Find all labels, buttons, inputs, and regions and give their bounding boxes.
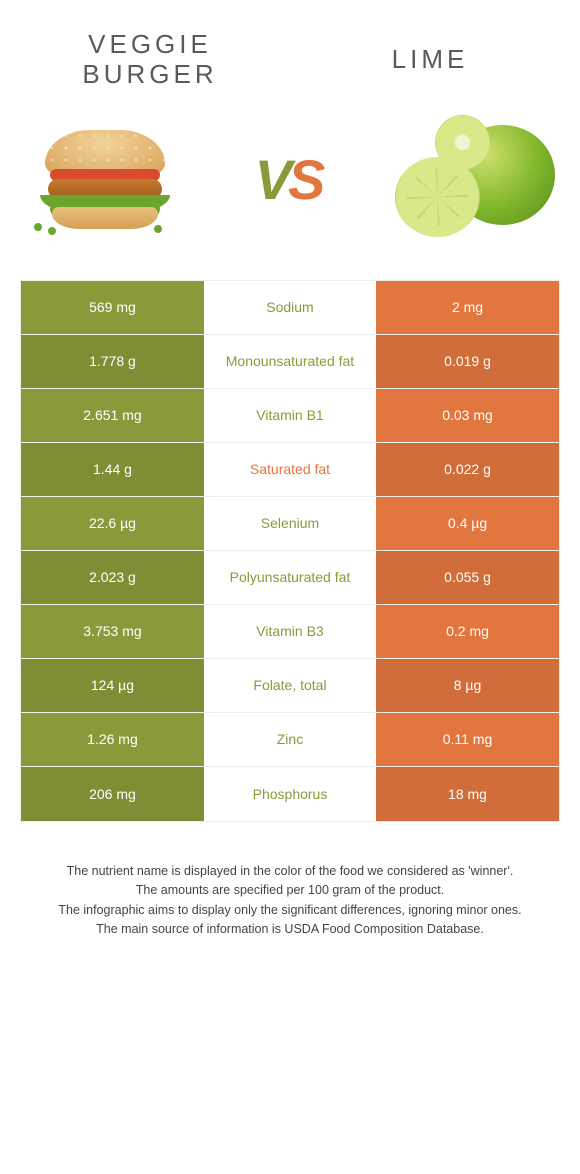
right-value: 0.019 g bbox=[376, 335, 559, 388]
table-row: 1.778 gMonounsaturated fat0.019 g bbox=[21, 335, 559, 389]
left-value: 1.44 g bbox=[21, 443, 204, 496]
left-food-title: VEGGIE BURGER bbox=[50, 30, 250, 90]
vs-s: S bbox=[288, 152, 325, 208]
vs-badge: VS bbox=[255, 152, 326, 208]
vs-v: V bbox=[255, 152, 292, 208]
nutrient-label: Polyunsaturated fat bbox=[204, 551, 376, 604]
footnote-line: The infographic aims to display only the… bbox=[30, 901, 550, 920]
nutrient-label: Sodium bbox=[204, 281, 376, 334]
right-value: 0.4 µg bbox=[376, 497, 559, 550]
table-row: 22.6 µgSelenium0.4 µg bbox=[21, 497, 559, 551]
right-value: 0.03 mg bbox=[376, 389, 559, 442]
left-value: 1.26 mg bbox=[21, 713, 204, 766]
table-row: 3.753 mgVitamin B30.2 mg bbox=[21, 605, 559, 659]
left-value: 22.6 µg bbox=[21, 497, 204, 550]
footnote-line: The main source of information is USDA F… bbox=[30, 920, 550, 939]
images-row: VS bbox=[0, 100, 580, 280]
left-value: 3.753 mg bbox=[21, 605, 204, 658]
right-value: 0.022 g bbox=[376, 443, 559, 496]
right-value: 0.055 g bbox=[376, 551, 559, 604]
nutrient-label: Zinc bbox=[204, 713, 376, 766]
header: VEGGIE BURGER LIME bbox=[0, 0, 580, 100]
nutrient-label: Folate, total bbox=[204, 659, 376, 712]
footnotes: The nutrient name is displayed in the co… bbox=[0, 822, 580, 960]
left-food-image bbox=[20, 110, 190, 250]
table-row: 2.023 gPolyunsaturated fat0.055 g bbox=[21, 551, 559, 605]
table-row: 2.651 mgVitamin B10.03 mg bbox=[21, 389, 559, 443]
right-value: 2 mg bbox=[376, 281, 559, 334]
table-row: 1.26 mgZinc0.11 mg bbox=[21, 713, 559, 767]
right-food-title: LIME bbox=[330, 45, 530, 75]
table-row: 1.44 gSaturated fat0.022 g bbox=[21, 443, 559, 497]
table-row: 206 mgPhosphorus18 mg bbox=[21, 767, 559, 821]
left-value: 2.023 g bbox=[21, 551, 204, 604]
left-value: 124 µg bbox=[21, 659, 204, 712]
nutrient-label: Selenium bbox=[204, 497, 376, 550]
right-value: 8 µg bbox=[376, 659, 559, 712]
left-value: 206 mg bbox=[21, 767, 204, 821]
nutrient-label: Monounsaturated fat bbox=[204, 335, 376, 388]
nutrient-label: Saturated fat bbox=[204, 443, 376, 496]
right-value: 0.11 mg bbox=[376, 713, 559, 766]
footnote-line: The amounts are specified per 100 gram o… bbox=[30, 881, 550, 900]
footnote-line: The nutrient name is displayed in the co… bbox=[30, 862, 550, 881]
nutrient-label: Vitamin B1 bbox=[204, 389, 376, 442]
table-row: 569 mgSodium2 mg bbox=[21, 281, 559, 335]
burger-icon bbox=[30, 125, 180, 235]
nutrient-label: Vitamin B3 bbox=[204, 605, 376, 658]
right-value: 0.2 mg bbox=[376, 605, 559, 658]
left-value: 569 mg bbox=[21, 281, 204, 334]
lime-icon bbox=[390, 115, 560, 245]
right-value: 18 mg bbox=[376, 767, 559, 821]
right-food-image bbox=[390, 110, 560, 250]
left-value: 2.651 mg bbox=[21, 389, 204, 442]
nutrient-label: Phosphorus bbox=[204, 767, 376, 821]
nutrient-table: 569 mgSodium2 mg1.778 gMonounsaturated f… bbox=[20, 280, 560, 822]
left-value: 1.778 g bbox=[21, 335, 204, 388]
table-row: 124 µgFolate, total8 µg bbox=[21, 659, 559, 713]
